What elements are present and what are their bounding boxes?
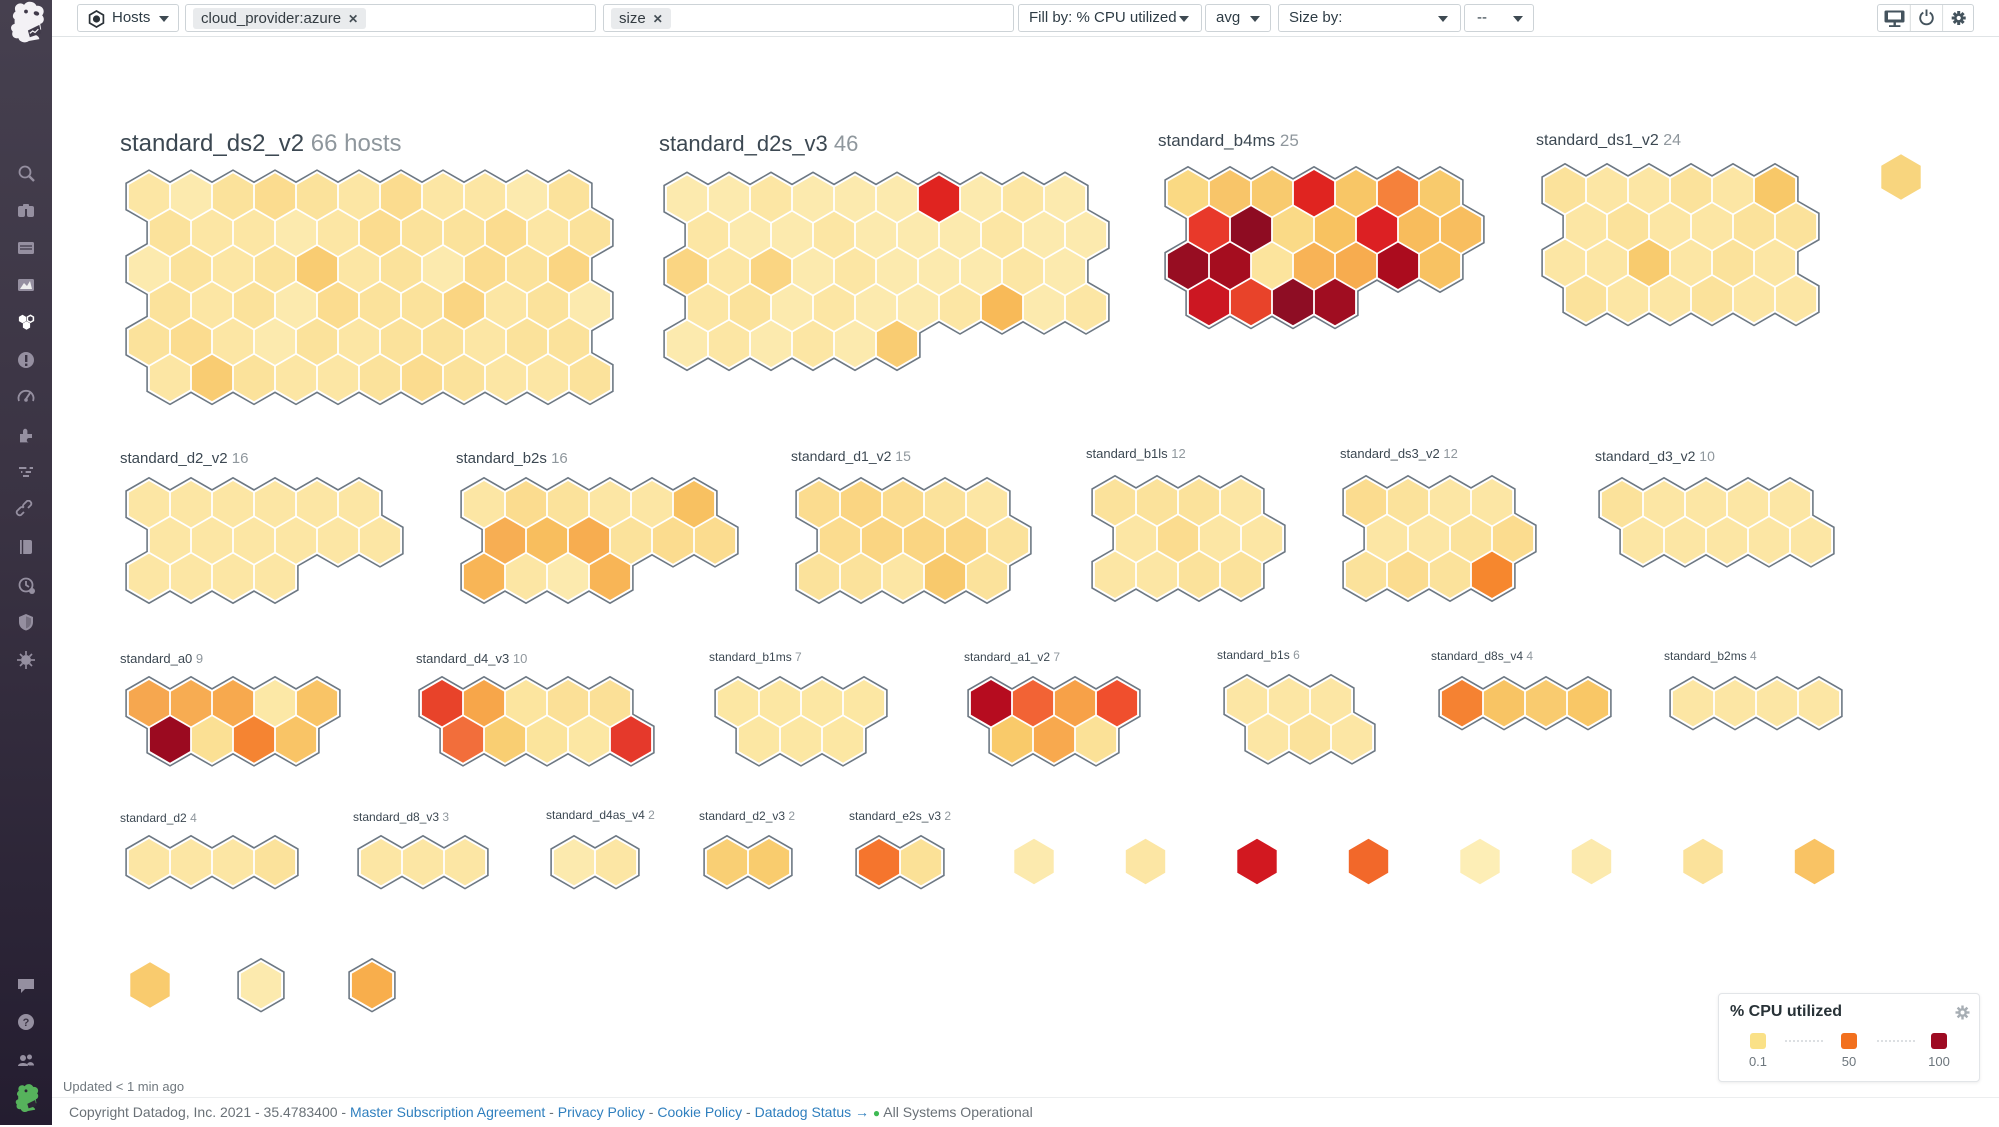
svg-text:standard_a0 9: standard_a0 9 — [120, 651, 203, 666]
svg-text:standard_b1s 6: standard_b1s 6 — [1217, 648, 1300, 662]
svg-text:standard_d8_v3 3: standard_d8_v3 3 — [353, 810, 449, 824]
svg-text:standard_d4_v3 10: standard_d4_v3 10 — [416, 651, 527, 666]
svg-text:standard_a1_v2 7: standard_a1_v2 7 — [964, 650, 1060, 664]
svg-text:standard_b1ls 12: standard_b1ls 12 — [1086, 446, 1186, 461]
svg-text:standard_b2ms 4: standard_b2ms 4 — [1664, 649, 1757, 663]
svg-text:standard_d4as_v4 2: standard_d4as_v4 2 — [546, 808, 655, 822]
svg-text:standard_d1_v2 15: standard_d1_v2 15 — [791, 448, 911, 464]
svg-text:standard_d2_v3 2: standard_d2_v3 2 — [699, 809, 795, 823]
svg-text:standard_d2_v2 16: standard_d2_v2 16 — [120, 450, 248, 467]
svg-text:standard_d2s_v3 46: standard_d2s_v3 46 — [659, 131, 858, 156]
svg-text:standard_b2s 16: standard_b2s 16 — [456, 450, 568, 467]
svg-text:standard_ds2_v2 66 hosts: standard_ds2_v2 66 hosts — [120, 130, 402, 157]
svg-text:standard_e2s_v3 2: standard_e2s_v3 2 — [849, 809, 951, 823]
svg-text:?: ? — [23, 1017, 30, 1029]
svg-text:standard_b1ms 7: standard_b1ms 7 — [709, 650, 802, 664]
svg-text:standard_d2 4: standard_d2 4 — [120, 811, 197, 825]
svg-text:standard_ds3_v2 12: standard_ds3_v2 12 — [1340, 446, 1458, 461]
svg-text:standard_b4ms 25: standard_b4ms 25 — [1158, 131, 1299, 150]
svg-text:standard_d3_v2 10: standard_d3_v2 10 — [1595, 448, 1715, 464]
svg-text:standard_ds1_v2 24: standard_ds1_v2 24 — [1536, 132, 1681, 149]
svg-text:standard_d8s_v4 4: standard_d8s_v4 4 — [1431, 649, 1533, 663]
